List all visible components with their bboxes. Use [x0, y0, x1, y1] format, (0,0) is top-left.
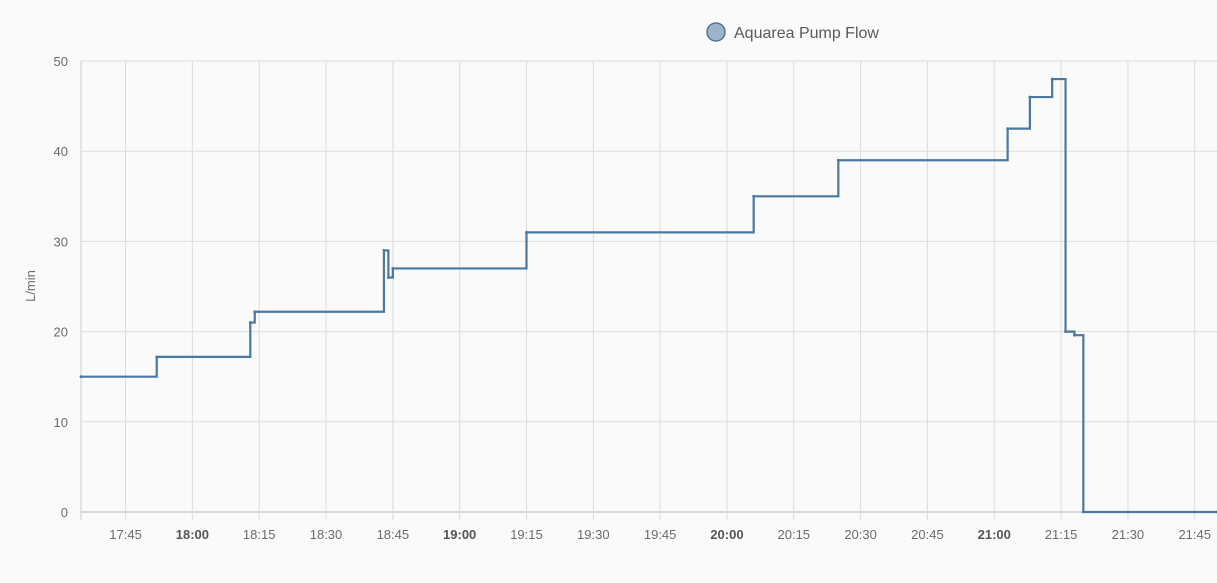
y-tick-label: 40: [54, 144, 68, 159]
data-point: [1081, 510, 1085, 514]
x-tick-label: 19:15: [510, 527, 543, 542]
y-tick-label: 50: [54, 54, 68, 69]
legend-label: Aquarea Pump Flow: [734, 25, 879, 42]
data-point: [1064, 330, 1067, 333]
y-axis-label: L/min: [23, 270, 38, 302]
x-tick-label: 20:00: [710, 527, 743, 542]
data-point: [386, 276, 390, 279]
data-point: [79, 375, 83, 379]
legend[interactable]: Aquarea Pump Flow: [706, 22, 879, 42]
data-point: [155, 355, 159, 359]
data-point: [1006, 127, 1010, 131]
data-point: [1073, 333, 1076, 337]
series-line: [81, 77, 1217, 514]
x-tick-label: 20:45: [911, 527, 944, 542]
data-point: [382, 249, 386, 252]
x-tick-label: 21:15: [1045, 527, 1078, 542]
data-point: [1050, 77, 1054, 81]
y-tick-label: 30: [54, 234, 68, 249]
series-layer: [79, 77, 1217, 514]
x-tick-label: 21:45: [1178, 527, 1211, 542]
data-point: [391, 267, 395, 270]
data-point: [253, 310, 257, 314]
grid: [80, 60, 1217, 520]
y-tick-label: 10: [54, 415, 68, 430]
x-tick-label: 20:30: [844, 527, 877, 542]
legend-swatch: [706, 22, 726, 42]
y-tick-label: 0: [61, 505, 68, 520]
x-tick-label: 21:00: [978, 527, 1011, 542]
x-tick-label: 18:30: [310, 527, 343, 542]
y-axis-ticks: 0 10 20 30 40 50: [54, 54, 68, 520]
x-tick-label: 21:30: [1112, 527, 1145, 542]
data-point: [1028, 95, 1032, 99]
x-tick-label: 18:45: [377, 527, 410, 542]
x-tick-label: 17:45: [109, 527, 142, 542]
y-tick-label: 20: [54, 325, 68, 340]
data-point: [836, 158, 840, 162]
x-tick-label: 19:00: [443, 527, 476, 542]
x-tick-label: 19:30: [577, 527, 610, 542]
data-point: [248, 321, 252, 324]
data-point: [752, 194, 756, 198]
x-tick-label: 19:45: [644, 527, 677, 542]
x-tick-label: 20:15: [778, 527, 811, 542]
x-tick-label: 18:00: [176, 527, 209, 542]
x-axis-ticks: 17:45 18:00 18:15 18:30 18:45 19:00 19:15 19:30…: [109, 527, 1211, 542]
data-point: [525, 230, 528, 234]
x-tick-label: 18:15: [243, 527, 276, 542]
